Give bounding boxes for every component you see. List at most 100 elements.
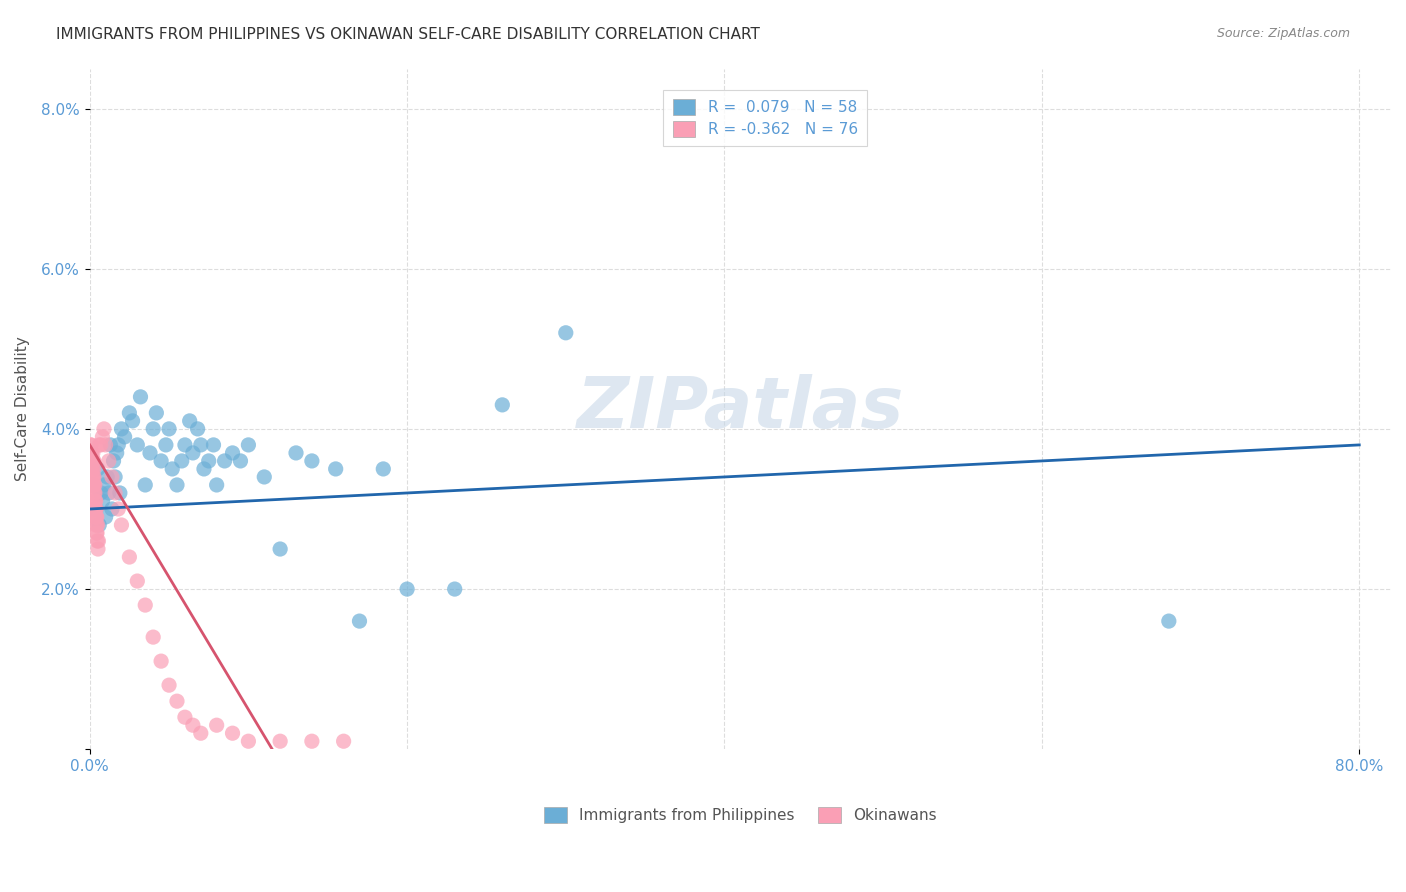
Point [86,534,108,549]
Point [80,478,103,492]
Point [87,541,110,556]
Point [285,446,308,460]
Point [80,454,103,468]
Point [193,462,215,476]
Point [79,462,101,476]
Point [332,734,354,748]
Point [84,510,107,524]
Point [84,502,107,516]
Point [205,718,228,732]
Point [91,430,114,444]
Point [105,446,128,460]
Point [86,526,108,541]
Point [142,422,165,436]
Point [238,438,260,452]
Point [84,518,107,533]
Point [373,462,395,476]
Point [160,462,183,476]
Point [157,422,180,436]
Point [86,518,108,533]
Point [229,454,252,468]
Point [98,438,121,452]
Point [86,510,108,524]
Point [166,694,188,708]
Point [127,438,149,452]
Point [84,494,107,508]
Point [80,438,103,452]
Point [104,486,127,500]
Point [87,534,110,549]
Point [83,478,105,492]
Point [269,734,291,748]
Point [93,422,115,436]
Point [396,582,419,596]
Point [110,518,132,533]
Point [82,454,104,468]
Point [90,486,112,500]
Point [83,462,105,476]
Point [86,518,108,533]
Text: ZIPatlas: ZIPatlas [576,375,904,443]
Point [80,462,103,476]
Point [174,710,197,724]
Point [83,502,105,516]
Point [97,486,120,500]
Point [134,598,156,612]
Point [86,462,108,476]
Point [202,438,225,452]
Point [139,446,162,460]
Text: Source: ZipAtlas.com: Source: ZipAtlas.com [1216,27,1350,40]
Point [253,470,276,484]
Point [325,462,347,476]
Point [80,470,103,484]
Point [221,726,243,740]
Point [80,454,103,468]
Point [84,502,107,516]
Point [83,494,105,508]
Point [214,454,236,468]
Point [83,478,105,492]
Point [107,502,129,516]
Point [82,486,104,500]
Point [129,390,152,404]
Point [114,430,136,444]
Point [150,454,173,468]
Point [93,478,115,492]
Text: IMMIGRANTS FROM PHILIPPINES VS OKINAWAN SELF-CARE DISABILITY CORRELATION CHART: IMMIGRANTS FROM PHILIPPINES VS OKINAWAN … [56,27,761,42]
Y-axis label: Self-Care Disability: Self-Care Disability [15,336,30,482]
Point [554,326,576,340]
Point [238,734,260,748]
Point [174,438,197,452]
Point [79,438,101,452]
Point [79,454,101,468]
Point [1157,614,1180,628]
Point [84,486,107,500]
Legend: Immigrants from Philippines, Okinawans: Immigrants from Philippines, Okinawans [536,797,946,832]
Point [83,486,105,500]
Point [269,541,291,556]
Point [145,406,167,420]
Point [205,478,228,492]
Point [179,414,201,428]
Point [103,454,125,468]
Point [94,510,117,524]
Point [82,478,104,492]
Point [118,549,141,564]
Point [134,478,156,492]
Point [80,462,103,476]
Point [89,518,111,533]
Point [155,438,177,452]
Point [221,446,243,460]
Point [94,438,117,452]
Point [79,478,101,492]
Point [82,454,104,468]
Point [187,422,209,436]
Point [97,454,120,468]
Point [84,494,107,508]
Point [491,398,513,412]
Point [82,478,104,492]
Point [197,454,219,468]
Point [150,654,173,668]
Point [181,446,204,460]
Point [170,454,193,468]
